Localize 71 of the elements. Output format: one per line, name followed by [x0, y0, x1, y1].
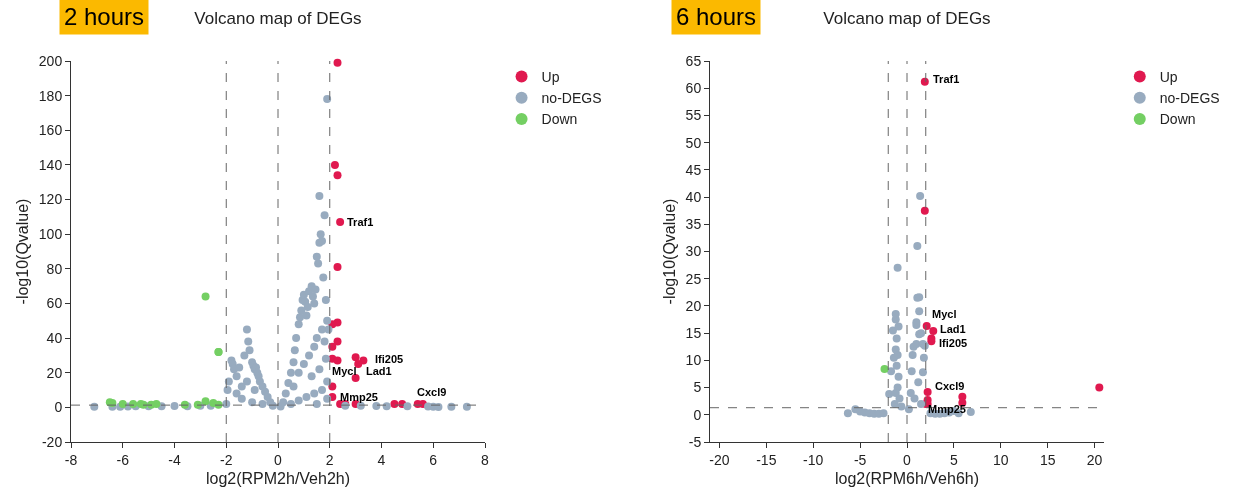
y-tick-label: 10: [685, 352, 702, 369]
y-tick-label: 55: [685, 107, 702, 124]
y-tick-label: 15: [685, 325, 702, 342]
y-tick-label: -20: [41, 433, 63, 450]
y-tick-label: 20: [46, 364, 63, 381]
x-tick-label: -5: [853, 451, 867, 468]
chart-title: Volcano map of DEGs: [194, 8, 362, 28]
annotation: Lad1: [366, 365, 392, 377]
annotation: Ifi205: [939, 337, 968, 349]
x-tick-label: 8: [481, 451, 490, 468]
x-tick-label: -10: [803, 451, 824, 468]
x-tick-label: 2: [325, 451, 334, 468]
legend-label: no-DEGS: [541, 90, 602, 107]
text: 6 hours: [676, 3, 757, 30]
x-tick-label: 15: [1039, 451, 1056, 468]
x-tick-label: -8: [64, 451, 78, 468]
y-tick-label: 80: [46, 260, 63, 277]
annotation: Traf1: [933, 73, 960, 85]
x-tick-label: 4: [377, 451, 386, 468]
y-tick-label: 0: [54, 399, 63, 416]
x-tick-label: 0: [903, 451, 912, 468]
legend-label: Down: [1159, 111, 1196, 128]
annotation: Mmp25: [340, 391, 378, 403]
y-tick-label: 25: [685, 270, 702, 287]
y-tick-label: 60: [685, 80, 702, 97]
annotation: Traf1: [347, 216, 374, 228]
annotation: Ifi205: [375, 353, 404, 365]
x-tick-label: 5: [950, 451, 958, 468]
x-tick-label: -4: [168, 451, 181, 468]
y-tick-label: 180: [38, 87, 63, 104]
y-tick-label: 200: [38, 52, 63, 69]
x-tick-label: 0: [274, 451, 283, 468]
legend-label: no-DEGS: [1159, 90, 1220, 107]
x-tick-label: 20: [1086, 451, 1103, 468]
annotation: Cxcl9: [935, 380, 965, 392]
annotation: Cxcl9: [417, 386, 447, 398]
x-tick-label: -2: [220, 451, 233, 468]
legend-label: Up: [541, 69, 560, 86]
y-axis-title: -log10(Qvalue): [660, 198, 678, 305]
legend-label: Down: [541, 111, 578, 128]
y-tick-label: 60: [46, 295, 63, 312]
text: 2 hours: [64, 3, 145, 30]
annotation: Mmp25: [928, 403, 966, 415]
annotation: Lad1: [940, 323, 966, 335]
y-tick-label: 65: [685, 52, 702, 69]
y-tick-label: 100: [38, 226, 63, 243]
y-tick-label: -5: [688, 433, 702, 450]
x-tick-label: -6: [116, 451, 130, 468]
y-axis-title: -log10(Qvalue): [13, 198, 31, 305]
y-tick-label: 5: [693, 379, 702, 396]
y-tick-label: 160: [38, 122, 63, 139]
legend-label: Up: [1159, 69, 1178, 86]
x-tick-label: -15: [756, 451, 777, 468]
x-axis-title: log2(RPM6h/Veh6h): [834, 470, 980, 488]
x-tick-label: 10: [993, 451, 1009, 468]
chart-title: Volcano map of DEGs: [823, 8, 991, 28]
x-tick-label: 6: [429, 451, 438, 468]
y-tick-label: 45: [685, 161, 702, 178]
annotation: Mycl: [932, 308, 957, 320]
y-tick-label: 30: [685, 243, 702, 260]
annotation: Mycl: [332, 365, 357, 377]
y-tick-label: 20: [685, 297, 702, 314]
y-tick-label: 40: [685, 188, 702, 205]
x-axis-title: log2(RPM2h/Veh2h): [205, 470, 351, 488]
y-tick-label: 40: [46, 329, 63, 346]
y-tick-label: 120: [38, 191, 63, 208]
y-tick-label: 35: [685, 216, 702, 233]
y-tick-label: 140: [38, 156, 63, 173]
x-tick-label: -20: [709, 451, 730, 468]
y-tick-label: 50: [685, 134, 702, 151]
y-tick-label: 0: [693, 406, 702, 423]
